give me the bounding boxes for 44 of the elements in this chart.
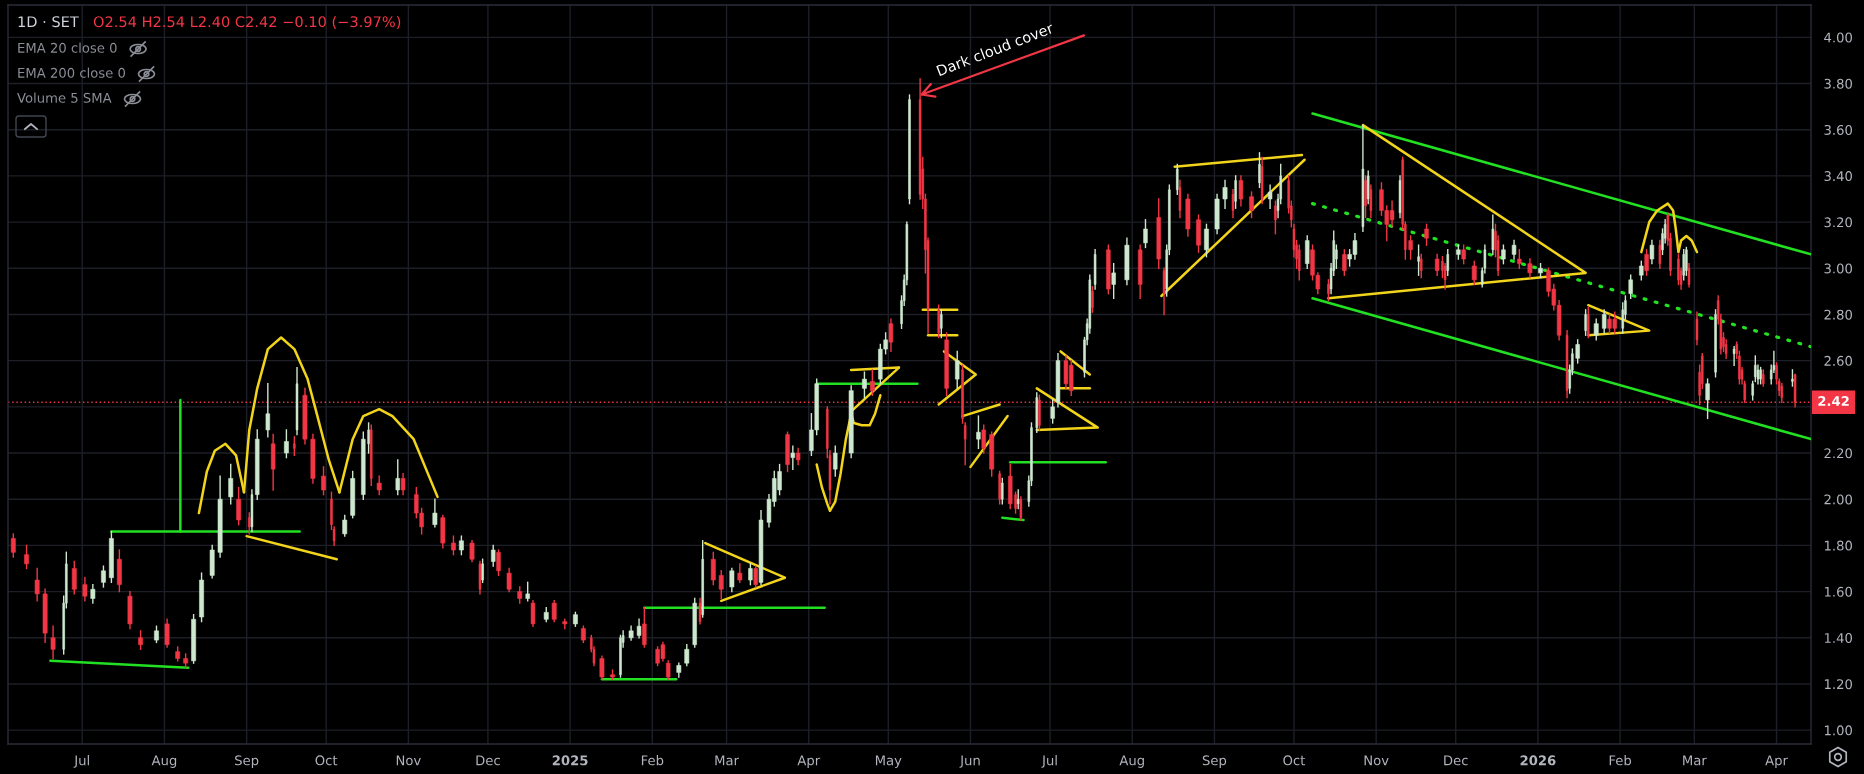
- text: O2.54 H2.54 L2.40 C2.42 −0.10 (−3.97%): [93, 15, 401, 29]
- annotation: Dark cloud cover: [936, 21, 1055, 77]
- ref-line-label: 2.42: [1818, 396, 1849, 406]
- x-tick-label: Nov: [1364, 755, 1389, 766]
- x-tick-label: Dec: [476, 755, 500, 766]
- x-tick-label: Sep: [1202, 755, 1227, 768]
- x-tick-label: Feb: [641, 755, 664, 766]
- x-tick-label: May: [875, 755, 902, 768]
- x-tick-label: Jul: [73, 755, 89, 768]
- annotation: EMA 200 close 0: [18, 67, 126, 78]
- y-tick-label: 3.40: [1824, 171, 1852, 182]
- x-tick-label: Oct: [1283, 755, 1306, 766]
- x-tick-label: Jul: [1041, 755, 1057, 768]
- y-tick-label: 1.20: [1824, 679, 1852, 690]
- x-tick-label: 2025: [552, 755, 588, 766]
- x-tick-label: Apr: [797, 755, 821, 768]
- y-tick-label: 1.40: [1824, 632, 1852, 643]
- y-tick-label: 4.00: [1824, 32, 1852, 43]
- annotation: EMA 20 close 0: [18, 42, 117, 53]
- x-tick-label: Sep: [235, 755, 259, 768]
- y-tick-label: 2.80: [1824, 309, 1852, 320]
- y-tick-label: 2.20: [1824, 448, 1852, 459]
- y-tick-label: 1.00: [1824, 725, 1852, 736]
- x-tick-label: 2026: [1520, 755, 1556, 766]
- x-tick-label: Jun: [959, 755, 980, 768]
- x-tick-label: Aug: [151, 755, 177, 768]
- x-tick-label: Nov: [396, 755, 421, 766]
- x-tick-label: Apr: [1765, 755, 1788, 768]
- x-tick-label: Mar: [1683, 755, 1707, 766]
- annotation: Volume 5 SMA: [17, 92, 112, 103]
- y-tick-label: 2.00: [1824, 494, 1852, 505]
- x-tick-label: Dec: [1444, 755, 1468, 766]
- x-tick-label: Oct: [315, 755, 338, 766]
- text: 1D · SET: [18, 16, 79, 28]
- y-tick-label: 3.20: [1824, 217, 1852, 228]
- x-tick-label: Feb: [1609, 755, 1632, 766]
- x-tick-label: Aug: [1119, 755, 1144, 768]
- x-tick-label: Mar: [715, 755, 739, 766]
- y-tick-label: 2.60: [1824, 355, 1852, 366]
- y-tick-label: 3.00: [1824, 263, 1852, 274]
- y-tick-label: 3.60: [1824, 124, 1852, 135]
- y-tick-label: 1.60: [1824, 586, 1852, 597]
- y-tick-label: 1.80: [1824, 540, 1852, 551]
- y-tick-label: 3.80: [1824, 78, 1852, 89]
